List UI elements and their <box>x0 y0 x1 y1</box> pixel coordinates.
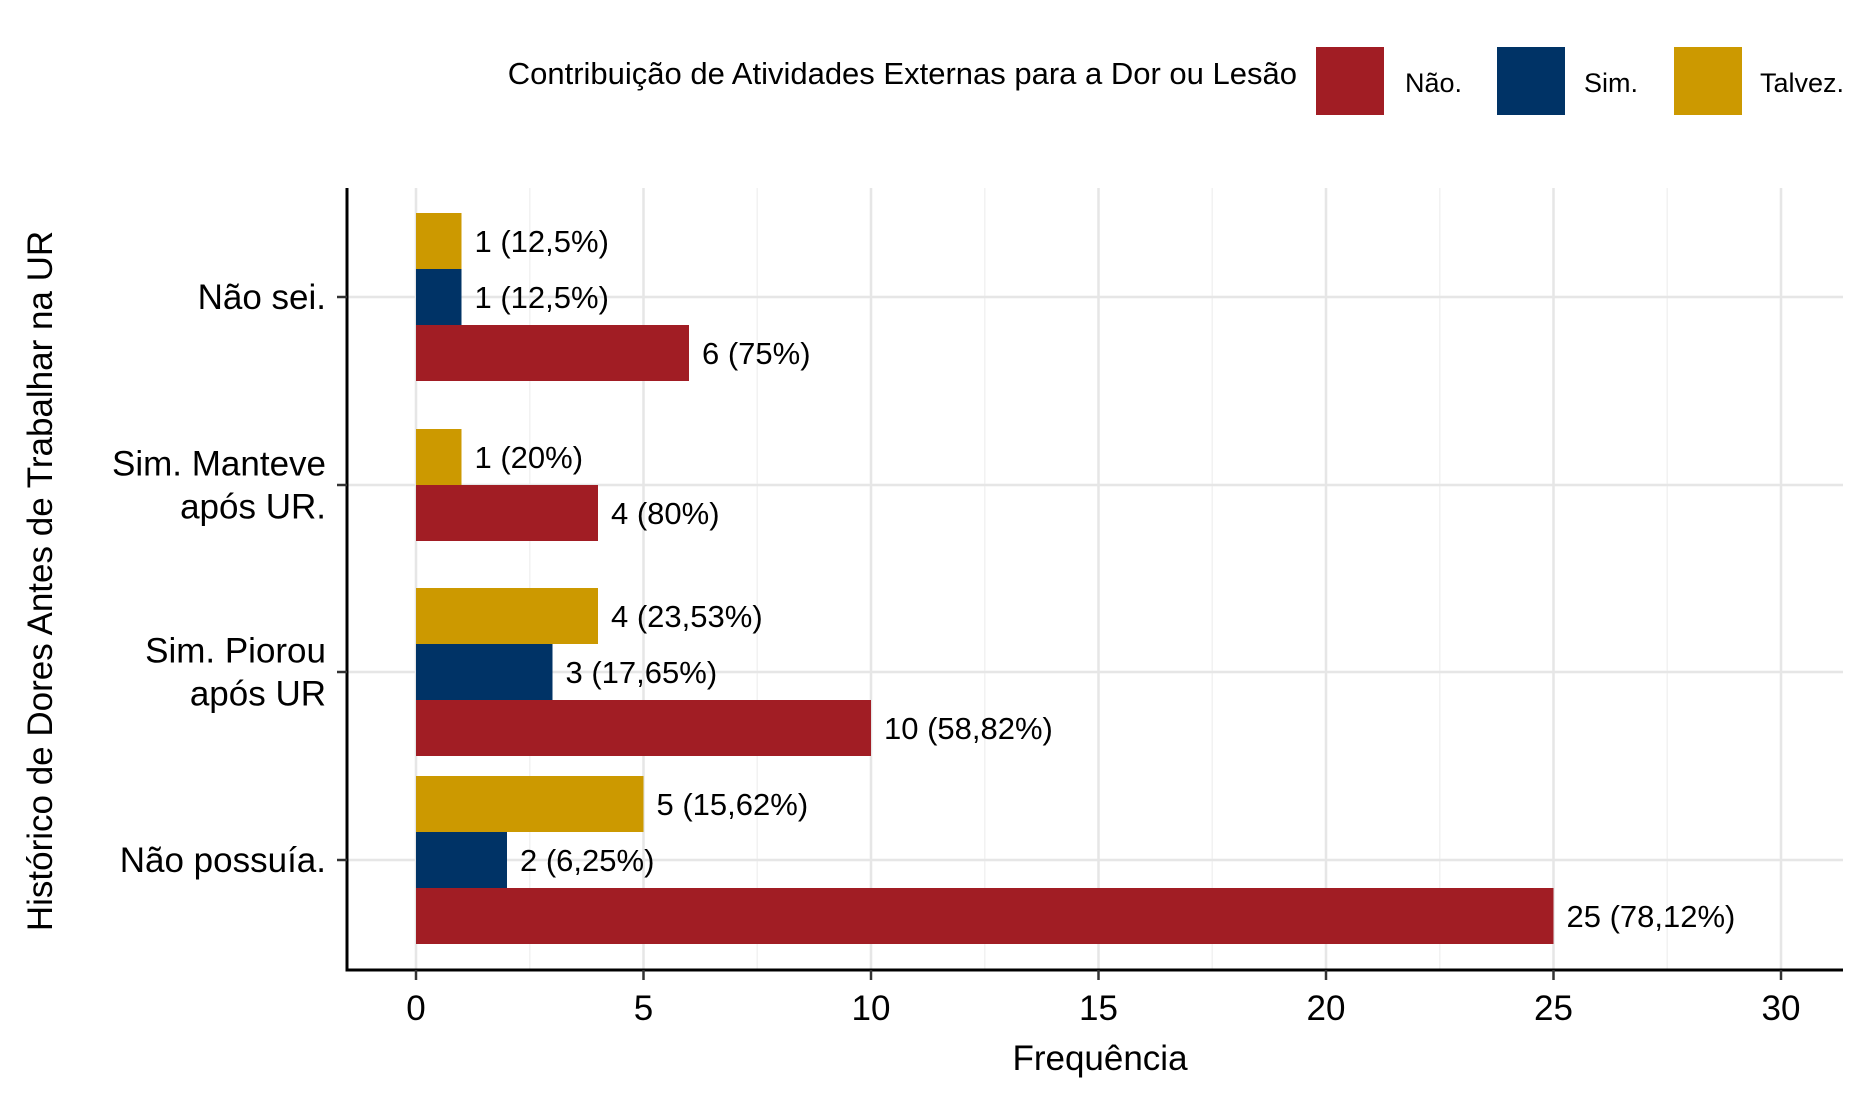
legend-label: Sim. <box>1584 68 1638 98</box>
y-axis-title: Histórico de Dores Antes de Trabalhar na… <box>21 231 60 931</box>
data-label: 3 (17,65%) <box>566 655 718 690</box>
bar-sim-0 <box>416 269 462 325</box>
data-label: 4 (23,53%) <box>611 599 763 634</box>
data-label: 10 (58,82%) <box>884 711 1053 746</box>
data-label: 25 (78,12%) <box>1567 899 1736 934</box>
grid <box>347 188 1843 970</box>
x-tick-label: 0 <box>406 989 425 1028</box>
category-label: Sim. Piorou após UR <box>145 632 326 714</box>
data-label: 6 (75%) <box>702 336 811 371</box>
data-label: 2 (6,25%) <box>520 843 654 878</box>
x-tick-label: 20 <box>1307 989 1346 1028</box>
x-tick-label: 10 <box>852 989 891 1028</box>
bar-talvez-1 <box>416 429 462 485</box>
x-axis-title: Frequência <box>1012 1039 1188 1078</box>
data-label: 5 (15,62%) <box>657 787 809 822</box>
bar-não-0 <box>416 325 689 381</box>
data-label: 4 (80%) <box>611 496 720 531</box>
legend-key-sim <box>1497 47 1565 115</box>
bar-sim-3 <box>416 832 507 888</box>
data-label: 1 (12,5%) <box>475 224 609 259</box>
bar-não-2 <box>416 700 871 756</box>
x-tick-label: 15 <box>1079 989 1118 1028</box>
axes: 0 5 10 15 20 25 30 Não sei. Sim. Manteve após UR.… <box>112 188 1843 1028</box>
legend: Contribuição de Atividades Externas para… <box>508 47 1844 115</box>
legend-label: Talvez. <box>1760 68 1844 98</box>
x-tick-label: 5 <box>634 989 653 1028</box>
data-label: 1 (20%) <box>475 440 584 475</box>
legend-key-talvez <box>1674 47 1742 115</box>
bar-não-1 <box>416 485 598 541</box>
bar-talvez-2 <box>416 588 598 644</box>
bar-talvez-3 <box>416 776 644 832</box>
bars <box>416 213 1554 944</box>
category-label: Sim. Manteve após UR. <box>112 445 326 527</box>
legend-label: Não. <box>1405 68 1462 98</box>
x-tick-label: 30 <box>1762 989 1801 1028</box>
bar-não-3 <box>416 888 1554 944</box>
data-labels: 6 (75%) 1 (12,5%) 1 (12,5%) 4 (80%) 1 (20%) 1… <box>475 224 1736 934</box>
x-tick-label: 25 <box>1534 989 1573 1028</box>
category-label: Não sei. <box>198 278 326 317</box>
category-label: Não possuía. <box>120 841 326 880</box>
bar-sim-2 <box>416 644 553 700</box>
bar-talvez-0 <box>416 213 462 269</box>
data-label: 1 (12,5%) <box>475 280 609 315</box>
legend-key-nao <box>1316 47 1384 115</box>
legend-title: Contribuição de Atividades Externas para… <box>508 56 1297 91</box>
